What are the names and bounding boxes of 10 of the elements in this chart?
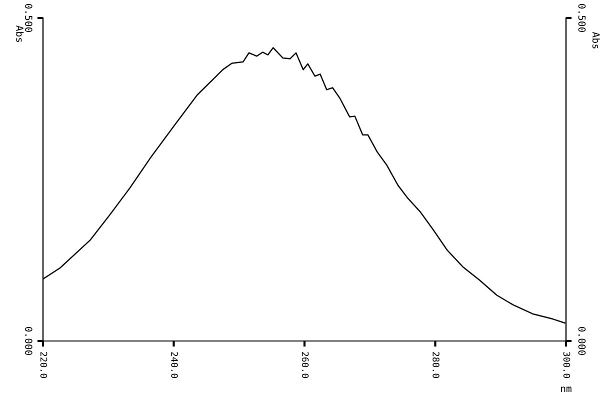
y2-tick-label: 0.000 bbox=[578, 327, 586, 356]
y2-tick-label: 0.500 bbox=[578, 4, 586, 32]
x-tick-label: 280.0 bbox=[432, 352, 440, 378]
x-axis-title: nm bbox=[561, 386, 572, 392]
y-axis-title: Abs bbox=[16, 26, 24, 42]
y2-axis-title: Abs bbox=[592, 32, 600, 48]
x-tick-label: 240.0 bbox=[171, 352, 178, 378]
x-tick-label: 300.0 bbox=[563, 352, 570, 378]
x-tick-label: 220.0 bbox=[40, 352, 48, 378]
x-tick-label: 260.0 bbox=[302, 352, 309, 378]
